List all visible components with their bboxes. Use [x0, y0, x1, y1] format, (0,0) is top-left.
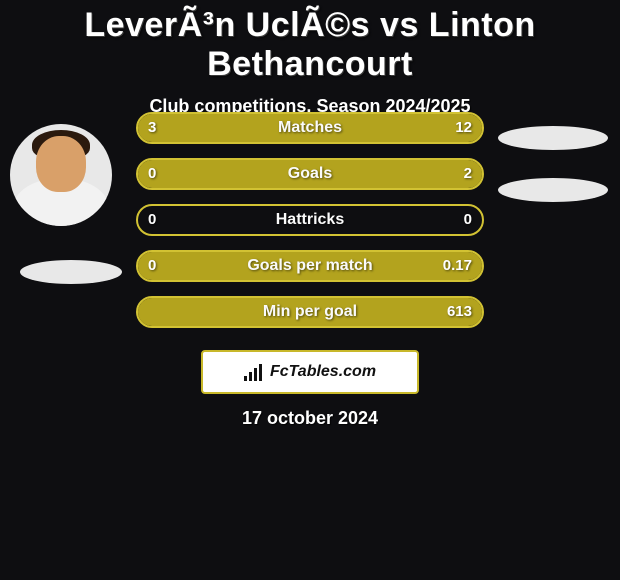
date-label: 17 october 2024 — [0, 408, 620, 429]
avatar-head-shape — [36, 136, 86, 192]
player-right-avatar-placeholder-1 — [498, 126, 608, 150]
stat-row: 02Goals — [136, 158, 484, 190]
stat-row: 00Hattricks — [136, 204, 484, 236]
stat-row: 00.17Goals per match — [136, 250, 484, 282]
player-right-avatar-placeholder-2 — [498, 178, 608, 202]
player-left-avatar — [10, 124, 112, 226]
stat-row: 613Min per goal — [136, 296, 484, 328]
player-left-avatar-placeholder — [20, 260, 122, 284]
chart-icon — [244, 363, 266, 381]
comparison-card: LeverÃ³n UclÃ©s vs Linton Bethancourt Cl… — [0, 0, 620, 580]
stat-label: Goals — [138, 160, 482, 188]
stat-label: Min per goal — [138, 298, 482, 326]
brand-text: FcTables.com — [270, 363, 376, 381]
stat-rows: 312Matches 02Goals 00Hattricks 00.17Goals p… — [136, 112, 484, 342]
stat-label: Goals per match — [138, 252, 482, 280]
stat-row: 312Matches — [136, 112, 484, 144]
stat-label: Hattricks — [138, 206, 482, 234]
brand-box[interactable]: FcTables.com — [201, 350, 419, 394]
page-title: LeverÃ³n UclÃ©s vs Linton Bethancourt — [0, 0, 620, 84]
stat-label: Matches — [138, 114, 482, 142]
